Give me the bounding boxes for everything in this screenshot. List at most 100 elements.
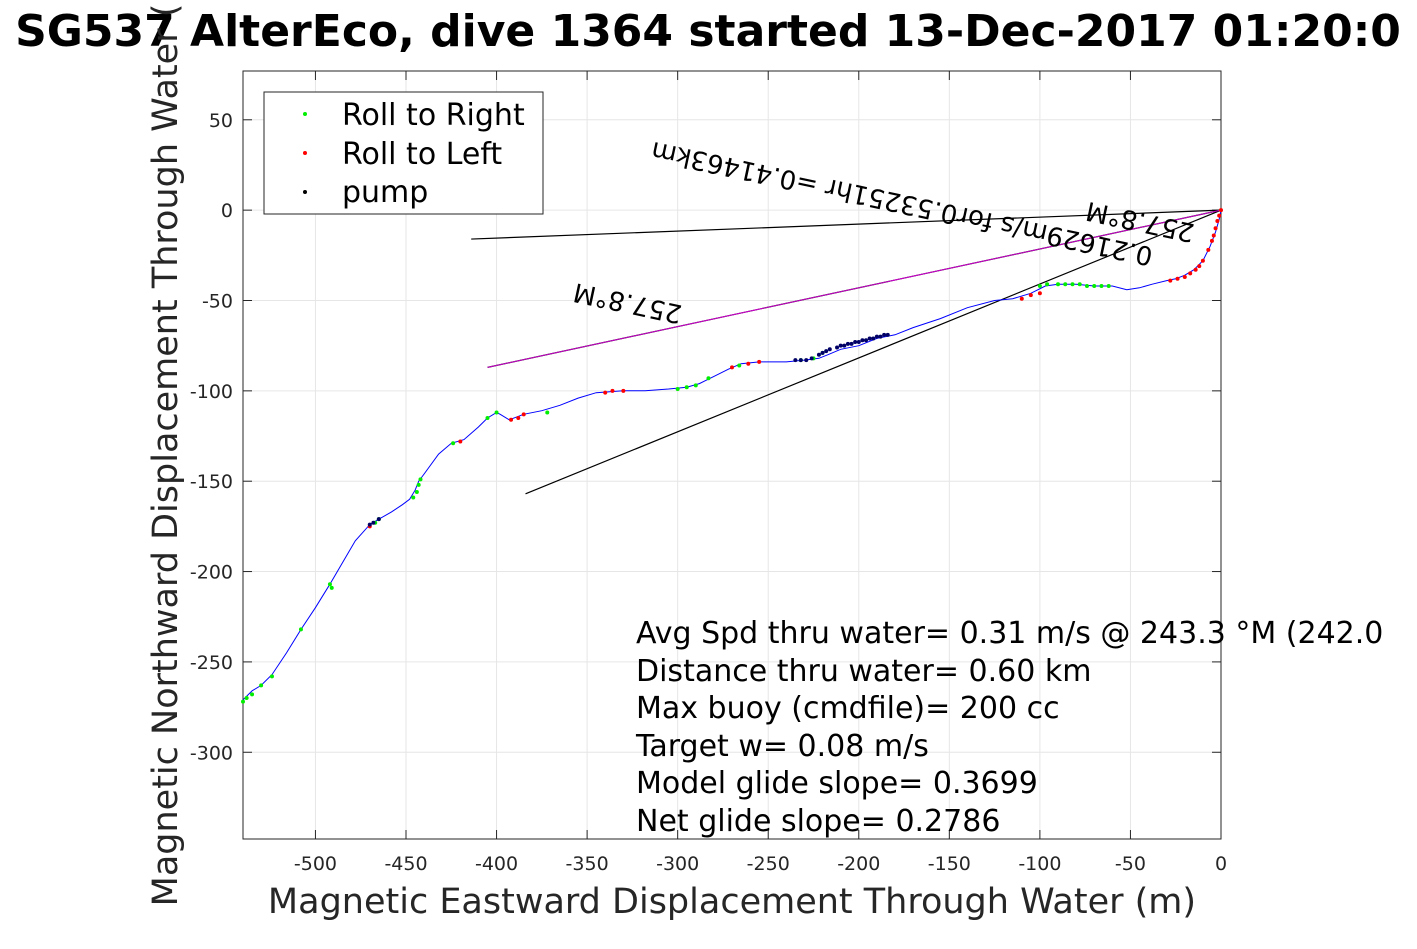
roll-left-point [1168, 278, 1173, 283]
reference-line-3 [487, 209, 1222, 368]
roll-left-point [1188, 271, 1193, 276]
roll-right-point [1045, 282, 1050, 287]
pump-point [809, 356, 814, 361]
pump-point [824, 349, 829, 354]
info-max-buoy: Max buoy (cmdfile)= 200 cc [636, 691, 1060, 726]
y-tick-label: 0 [221, 200, 233, 222]
legend-label-roll-right: Roll to Right [342, 98, 525, 133]
info-model-glide: Model glide slope= 0.3699 [636, 766, 1038, 801]
x-tick-label: -250 [747, 853, 790, 875]
y-tick-label: 50 [209, 110, 233, 132]
roll-left-point [757, 359, 762, 364]
pump-point [820, 350, 825, 355]
roll-left-point [1209, 238, 1214, 243]
reference-line-0 [471, 209, 1222, 240]
roll-left-point [1206, 247, 1211, 252]
roll-left-point [746, 361, 751, 366]
roll-left-point [1028, 293, 1033, 298]
info-avg-speed: Avg Spd thru water= 0.31 m/s @ 243.3 °M … [636, 616, 1383, 651]
pump-point [878, 334, 883, 339]
y-tick-label: -200 [190, 562, 233, 584]
marker-points [241, 208, 1223, 704]
roll-right-point [298, 627, 303, 632]
roll-left-point [621, 388, 626, 393]
roll-right-point [693, 383, 698, 388]
pump-point [882, 332, 887, 337]
roll-right-point [1106, 284, 1111, 289]
pump-point [853, 340, 858, 345]
legend-label-roll-left: Roll to Left [342, 137, 502, 172]
roll-right-point [241, 699, 245, 704]
roll-left-point [1200, 258, 1205, 263]
roll-left-point [1175, 276, 1180, 281]
roll-right-point [244, 696, 249, 701]
y-tick-label: -100 [190, 381, 233, 403]
x-tick-label: -200 [837, 853, 880, 875]
x-tick-label: 0 [1215, 853, 1227, 875]
roll-right-point [684, 385, 689, 390]
x-tick-label: -350 [566, 853, 609, 875]
pump-point [856, 340, 861, 345]
roll-right-point [411, 495, 416, 500]
pump-point [816, 352, 821, 357]
roll-left-point [509, 417, 514, 422]
info-text-block: Avg Spd thru water= 0.31 m/s @ 243.3 °M … [635, 616, 1383, 839]
axis-ticks: -500 -450 -400 -350 -300 -250 -200 -150 -100 -50 0… [190, 71, 1227, 875]
roll-right-point [675, 387, 680, 392]
roll-left-point [1182, 275, 1187, 280]
roll-right-point [327, 582, 332, 587]
roll-left-point [1213, 226, 1218, 231]
pump-point [804, 358, 809, 363]
roll-right-point [706, 376, 711, 381]
roll-left-point [1215, 218, 1220, 223]
roll-right-point [1099, 284, 1104, 289]
plot-area-frame [242, 70, 1222, 840]
pump-point [371, 520, 376, 525]
roll-right-point [269, 674, 274, 679]
roll-left-point [1019, 296, 1024, 301]
pump-point [376, 517, 381, 522]
x-tick-label: -50 [1115, 853, 1146, 875]
chart-title: SG537 AlterEco, dive 1364 started 13-Dec… [15, 6, 1401, 57]
roll-right-point [545, 410, 550, 415]
pump-point [367, 522, 372, 527]
x-tick-label: -400 [475, 853, 518, 875]
x-tick-label: -300 [656, 853, 699, 875]
pump-point [864, 338, 869, 343]
legend-marker-roll-left [303, 151, 307, 155]
y-tick-label: -250 [190, 652, 233, 674]
roll-left-point [516, 415, 521, 420]
roll-right-point [329, 585, 334, 590]
roll-right-point [1037, 284, 1042, 289]
pump-point [849, 341, 854, 346]
legend: Roll to Right Roll to Left pump [263, 91, 544, 215]
pump-point [827, 347, 832, 352]
roll-right-point [259, 683, 264, 688]
pump-point [798, 358, 803, 363]
x-axis-label: Magnetic Eastward Displacement Through W… [268, 882, 1196, 922]
roll-right-point [1063, 282, 1068, 287]
reference-line-1 [525, 209, 1222, 495]
pump-point [793, 358, 798, 363]
pump-point [885, 332, 890, 337]
pump-point [842, 343, 847, 348]
pump-point [867, 336, 872, 341]
info-distance: Distance thru water= 0.60 km [636, 654, 1091, 689]
roll-left-point [1219, 208, 1223, 213]
reference-lines [471, 209, 1222, 495]
x-tick-label: -100 [1018, 853, 1061, 875]
roll-right-point [250, 692, 255, 697]
roll-left-point [1193, 267, 1198, 272]
roll-right-point [1070, 282, 1075, 287]
x-tick-label: -150 [928, 853, 971, 875]
annotation-text-2: 257.8°M [571, 276, 685, 328]
pump-point [845, 341, 850, 346]
roll-right-point [1056, 282, 1060, 287]
pump-point [871, 336, 876, 341]
y-tick-label: -50 [202, 290, 233, 312]
roll-right-point [451, 441, 456, 446]
roll-left-point [730, 365, 734, 370]
roll-right-point [416, 482, 421, 487]
